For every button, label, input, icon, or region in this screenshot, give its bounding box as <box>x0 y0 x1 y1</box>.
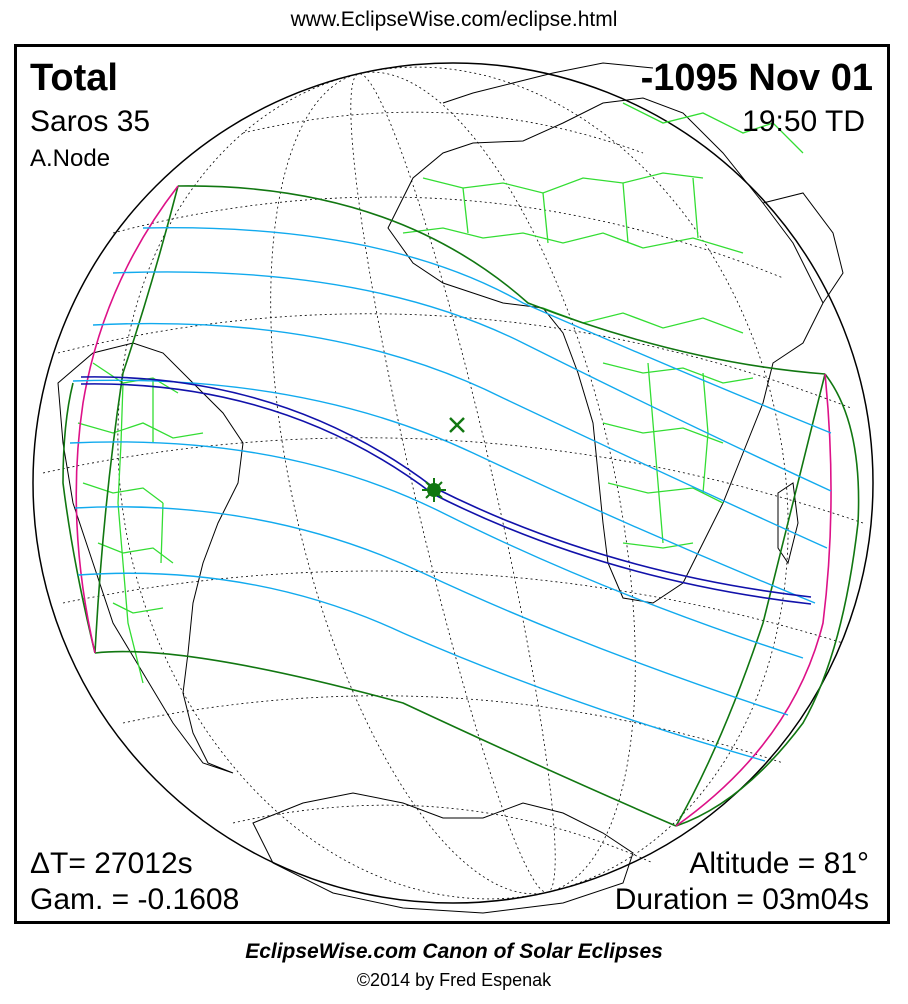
globe-map <box>32 62 874 914</box>
altitude: Altitude = 81° <box>689 847 869 880</box>
delta-t: ΔT= 27012s <box>30 847 193 880</box>
canon-title: EclipseWise.com Canon of Solar Eclipses <box>245 940 663 963</box>
coastlines <box>57 62 844 914</box>
eclipse-type: Total <box>30 57 118 99</box>
gamma: Gam. = -0.1608 <box>30 883 240 916</box>
political-borders <box>77 102 804 684</box>
globe-outline <box>32 62 874 904</box>
saros-number: Saros 35 <box>30 105 151 138</box>
penumbra-lines <box>69 227 832 762</box>
copyright: ©2014 by Fred Espenak <box>356 970 552 990</box>
subsolar-cross-marker <box>449 417 465 433</box>
node-label: A.Node <box>30 145 111 172</box>
eclipse-time: 19:50 TD <box>742 105 865 138</box>
source-url: www.EclipseWise.com/eclipse.html <box>290 8 618 31</box>
eclipse-map-frame: Total -1095 Nov 01 Saros 35 19:50 TD A.N… <box>14 44 890 924</box>
graticule <box>42 66 864 900</box>
greatest-eclipse-marker <box>422 478 446 502</box>
rise-set-curves <box>75 185 832 827</box>
eclipse-date: -1095 Nov 01 <box>640 57 873 99</box>
duration: Duration = 03m04s <box>614 883 869 916</box>
